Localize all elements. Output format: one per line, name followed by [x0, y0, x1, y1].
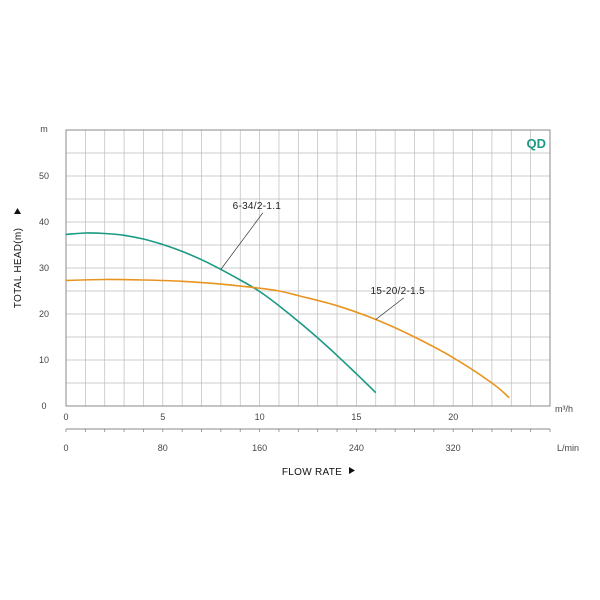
x-unit-label: m³/h [555, 404, 573, 414]
y-tick-label: 10 [39, 355, 49, 365]
series-label: 6-34/2-1.1 [233, 201, 282, 212]
y-tick-label: 40 [39, 217, 49, 227]
series-line [65, 232, 377, 394]
grid [66, 130, 550, 406]
svg-text:FLOW RATE: FLOW RATE [282, 467, 342, 478]
plot-frame [65, 129, 551, 432]
x-tick-label: 0 [63, 412, 68, 422]
series-labels: 6-34/2-1.1 15-20/2-1.5 [220, 201, 426, 320]
x-tick-label: 5 [160, 412, 165, 422]
x-axis-arrow-icon [349, 467, 355, 474]
y-tick-label: 20 [39, 309, 49, 319]
x-unit-secondary-label: L/min [557, 443, 579, 453]
brand-label: QD [527, 136, 547, 151]
x-tick-label: 15 [351, 412, 361, 422]
series-line [65, 278, 510, 399]
x-secondary-tick-label: 320 [446, 443, 461, 453]
x-secondary-tick-label: 80 [158, 443, 168, 453]
x-secondary-tick-label: 160 [252, 443, 267, 453]
x-secondary-tick-label: 0 [63, 443, 68, 453]
series-leader-line [375, 297, 404, 320]
series-group [65, 232, 510, 399]
y-unit-label: m [40, 124, 48, 134]
y-tick-label: 50 [39, 171, 49, 181]
y-axis-title: TOTAL HEAD(m) [13, 208, 24, 308]
x-secondary-tick-label: 240 [349, 443, 364, 453]
x-tick-label: 10 [255, 412, 265, 422]
y-axis-arrow-icon [14, 208, 21, 214]
x-tick-label: 20 [448, 412, 458, 422]
y-tick-label: 30 [39, 263, 49, 273]
x-axis-title: FLOW RATE [282, 467, 355, 478]
series-label: 15-20/2-1.5 [371, 286, 426, 297]
plot-border [65, 129, 551, 407]
svg-text:TOTAL HEAD(m): TOTAL HEAD(m) [13, 228, 24, 308]
tick-labels: 0 10 20 30 40 50 0 5 10 15 20 0 80 160 240 320 [39, 171, 461, 453]
series-leader-line [220, 212, 264, 270]
y-tick-label: 0 [41, 401, 46, 411]
